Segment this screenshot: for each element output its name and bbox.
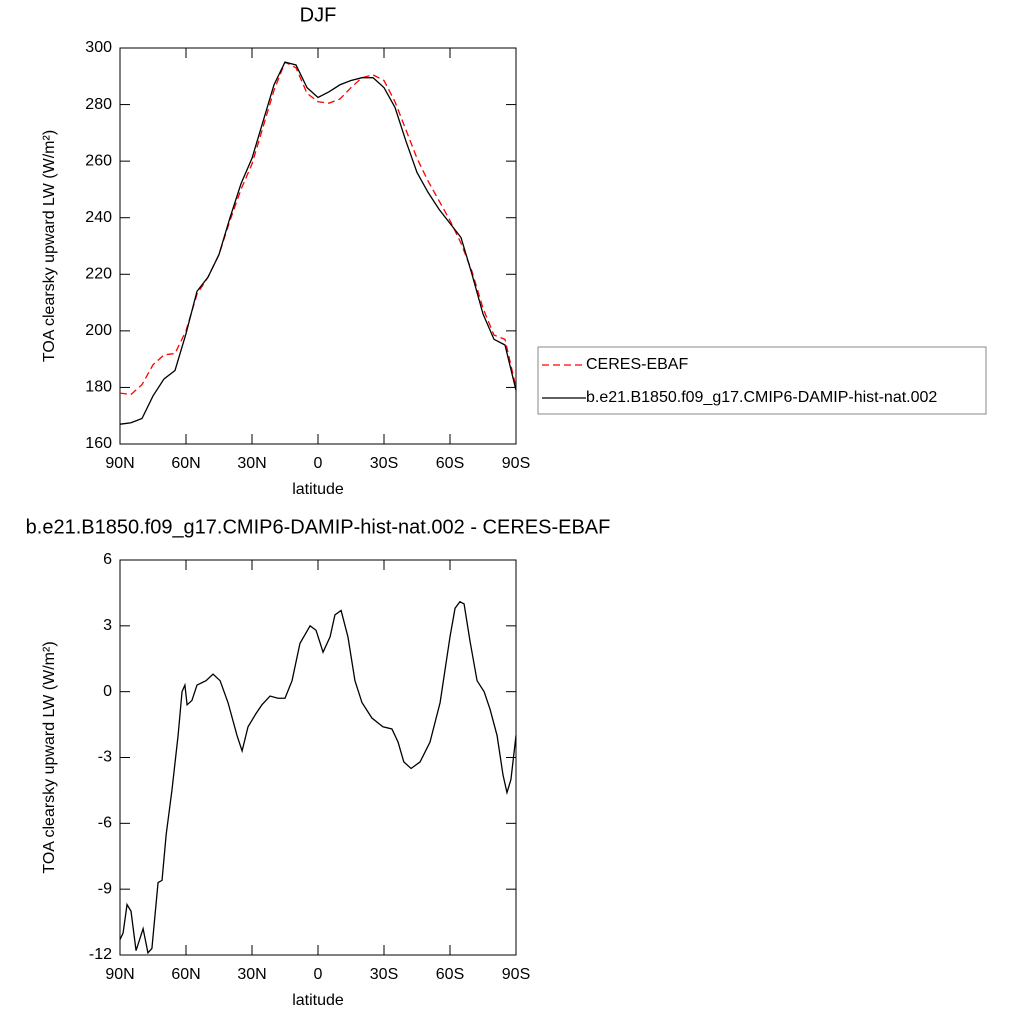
legend-label: CERES-EBAF	[586, 356, 688, 373]
data-line	[119, 600, 517, 955]
y-tick-label: -3	[98, 749, 112, 766]
chart-title: DJF	[300, 4, 337, 26]
x-tick-label: 90N	[105, 966, 134, 983]
x-tick-label: 60S	[436, 455, 464, 472]
x-tick-label: 30N	[237, 455, 266, 472]
y-tick-label: -6	[98, 815, 112, 832]
x-tick-label: 0	[314, 966, 323, 983]
y-tick-label: 300	[85, 39, 112, 56]
y-tick-label: -9	[98, 880, 112, 897]
y-axis-label: TOA clearsky upward LW (W/m²)	[41, 641, 58, 873]
x-tick-label: 30S	[370, 455, 398, 472]
x-tick-label: 90S	[502, 455, 530, 472]
x-tick-label: 0	[314, 455, 323, 472]
data-line	[119, 61, 517, 425]
chart-title: b.e21.B1850.f09_g17.CMIP6-DAMIP-hist-nat…	[26, 516, 611, 538]
plot-frame	[119, 559, 517, 956]
y-tick-label: 0	[103, 683, 112, 700]
x-tick-label: 60N	[171, 966, 200, 983]
y-axis-label: TOA clearsky upward LW (W/m²)	[41, 130, 58, 362]
x-tick-label: 30N	[237, 966, 266, 983]
y-tick-label: -12	[89, 946, 112, 963]
y-tick-label: 160	[85, 435, 112, 452]
x-tick-label: 90N	[105, 455, 134, 472]
legend-label: b.e21.B1850.f09_g17.CMIP6-DAMIP-hist-nat…	[586, 389, 937, 406]
y-tick-label: 220	[85, 266, 112, 283]
y-tick-label: 3	[103, 617, 112, 634]
legend-box	[537, 346, 987, 415]
x-tick-label: 60N	[171, 455, 200, 472]
y-tick-label: 280	[85, 96, 112, 113]
plot-frame	[119, 47, 517, 445]
y-tick-label: 180	[85, 379, 112, 396]
x-axis-label: latitude	[292, 992, 344, 1009]
x-tick-label: 90S	[502, 966, 530, 983]
y-tick-label: 6	[103, 551, 112, 568]
y-tick-label: 200	[85, 322, 112, 339]
y-tick-label: 260	[85, 152, 112, 169]
x-tick-label: 60S	[436, 966, 464, 983]
x-axis-label: latitude	[292, 481, 344, 498]
x-tick-label: 30S	[370, 966, 398, 983]
data-line	[119, 61, 517, 396]
y-tick-label: 240	[85, 209, 112, 226]
